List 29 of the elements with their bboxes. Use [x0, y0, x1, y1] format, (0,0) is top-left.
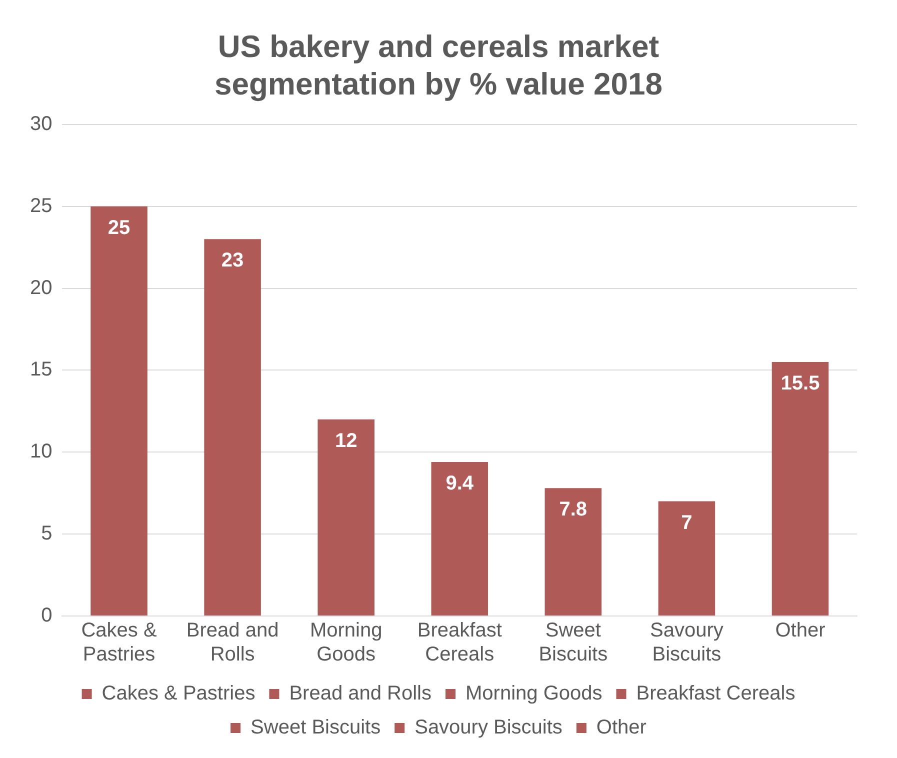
- x-tick-label: Morning Goods: [310, 620, 382, 666]
- y-tick-label: 25: [30, 194, 52, 217]
- legend-label: Bread and Rolls: [289, 682, 432, 705]
- data-label: 12: [334, 430, 358, 452]
- legend-label: Morning Goods: [466, 682, 602, 705]
- legend-label: Cakes & Pastries: [102, 682, 256, 705]
- data-label: 15.5: [780, 372, 820, 395]
- y-tick-label: 30: [30, 112, 52, 135]
- legend-label: Savoury Biscuits: [414, 716, 562, 739]
- y-tick-label: 5: [41, 522, 52, 545]
- x-tick-label: Cakes & Pastries: [81, 620, 158, 666]
- x-tick-label: Bread and Rolls: [186, 620, 279, 666]
- x-tick-label: Breakfast Cereals: [417, 620, 502, 666]
- data-label: 7.8: [559, 498, 588, 521]
- y-tick-label: 10: [30, 440, 52, 463]
- x-tick-label: Sweet Biscuits: [538, 620, 608, 666]
- data-label: 25: [108, 216, 130, 239]
- x-tick-label: Savoury Biscuits: [650, 620, 724, 666]
- legend-label: Sweet Biscuits: [250, 716, 381, 739]
- legend-label: Breakfast Cereals: [636, 682, 796, 705]
- x-tick-label: Other: [775, 620, 826, 642]
- y-tick-label: 0: [41, 604, 52, 627]
- data-label: 23: [221, 250, 244, 272]
- chart-title: US bakery and cereals market segmentation by % value 2018: [214, 29, 662, 102]
- y-tick-label: 15: [30, 358, 52, 381]
- y-tick-label: 20: [30, 276, 52, 299]
- data-label: 9.4: [446, 472, 474, 494]
- legend-label: Other: [596, 716, 647, 739]
- data-label: 7: [681, 512, 692, 534]
